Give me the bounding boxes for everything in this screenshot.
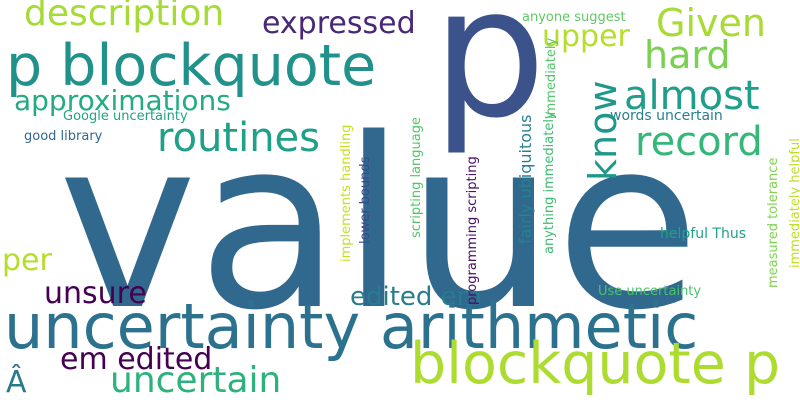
word-routines: routines <box>157 115 320 161</box>
word-per: know <box>581 80 625 181</box>
word-hard: hard <box>644 33 731 77</box>
word-value: value <box>58 89 700 362</box>
word-helpful-thus: helpful Thus <box>660 226 746 242</box>
word-upper: upper <box>542 19 630 54</box>
word-record: record <box>635 119 763 165</box>
word-anyone-suggest: anyone suggest <box>522 10 626 25</box>
word-p: p <box>432 0 547 158</box>
word-lower-bounds: lower bounds <box>358 156 373 244</box>
word-use-uncertainty: Use uncertainty <box>598 284 702 299</box>
word-know: per <box>2 243 52 278</box>
word-em-edited: em edited <box>60 342 213 377</box>
word-immediately: immediately <box>544 37 559 119</box>
word-immediately-helpful: immediately helpful <box>788 138 800 268</box>
word-approximations: approximations <box>14 84 231 117</box>
word-measured-tolerance: measured tolerance <box>766 157 781 288</box>
word-blockquote-p: blockquote p <box>410 331 781 397</box>
word-good-library: good library <box>24 129 103 144</box>
word-given: Given <box>656 1 766 45</box>
word-words-uncertain: words uncertain <box>610 108 723 124</box>
word-programming-scripting: programming scripting <box>465 156 480 305</box>
word-p-blockquote: p blockquote <box>6 33 377 99</box>
word-almost: almost <box>624 73 760 119</box>
word-uncertain: uncertain <box>110 360 282 400</box>
word-anything-immediately: anything immediately <box>542 111 557 254</box>
word-implements-handling: implements handling <box>339 124 354 262</box>
word-a-circumflex: Â <box>6 365 27 400</box>
word-edited-em: edited em <box>350 282 483 312</box>
word-unsure: unsure <box>44 276 147 311</box>
word-expressed: expressed <box>262 6 416 41</box>
word-uncertainty-arithmetic: uncertainty arithmetic <box>4 290 699 363</box>
word-google-uncertainty: Google uncertainty <box>63 109 188 124</box>
word-fairly-ubiquitous: fairly ubiquitous <box>516 114 535 244</box>
word-scripting-language: scripting language <box>409 117 424 238</box>
word-description: description <box>24 0 225 34</box>
